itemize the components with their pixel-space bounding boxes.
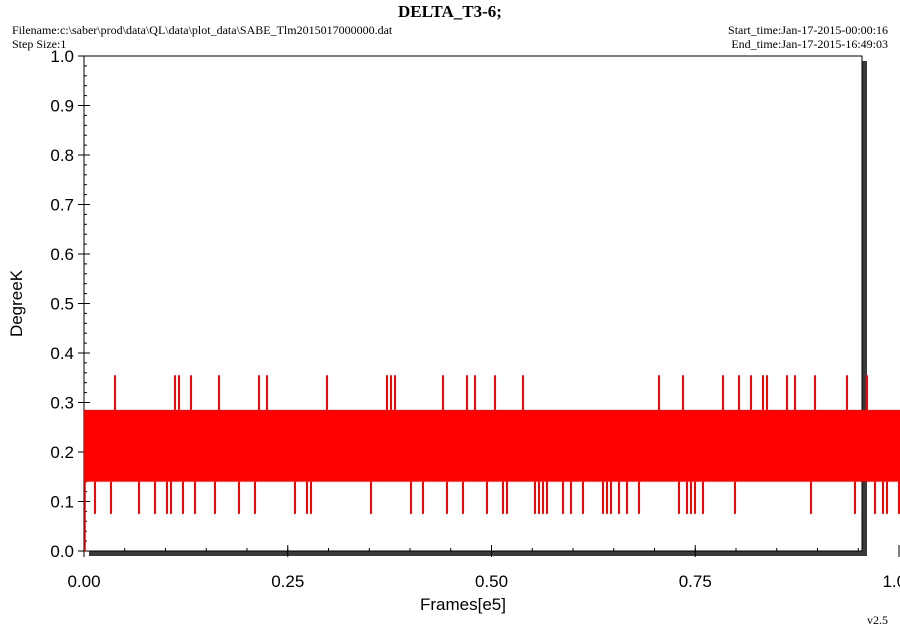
start-time-label: Start_time:Jan-17-2015-00:00:16 (728, 23, 888, 37)
series-signal (84, 375, 900, 551)
y-tick-label: 0.4 (50, 344, 74, 363)
chart-title: DELTA_T3-6; (398, 2, 502, 21)
filename-label: Filename:c:\saber\prod\data\QL\data\plot… (12, 23, 393, 37)
y-tick-label: 0.7 (50, 196, 74, 215)
x-axis-title: Frames[e5] (420, 595, 506, 614)
y-tick-label: 0.1 (50, 493, 74, 512)
y-tick-label: 0.3 (50, 394, 74, 413)
y-tick-label: 0.6 (50, 245, 74, 264)
version-label: v2.5 (867, 613, 888, 627)
series-band (84, 409, 900, 482)
y-tick-label: 0.2 (50, 443, 74, 462)
y-tick-label: 0.0 (50, 542, 74, 561)
x-tick-label: 1.00 (882, 572, 900, 591)
x-tick-label: 0.75 (679, 572, 712, 591)
x-tick-label: 0.00 (67, 572, 100, 591)
y-tick-label: 0.9 (50, 97, 74, 116)
x-tick-label: 0.25 (271, 572, 304, 591)
y-axis-title: DegreeK (7, 269, 26, 337)
y-tick-label: 0.8 (50, 146, 74, 165)
x-tick-label: 0.50 (475, 572, 508, 591)
step-size-label: Step Size:1 (12, 37, 67, 51)
y-tick-label: 0.5 (50, 295, 74, 314)
y-tick-label: 1.0 (50, 47, 74, 66)
end-time-label: End_time:Jan-17-2015-16:49:03 (731, 37, 888, 51)
